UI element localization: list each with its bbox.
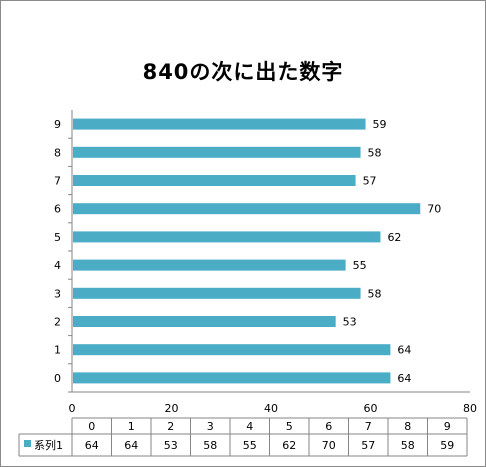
- legend-swatch: [24, 440, 31, 447]
- data-label-7: 57: [363, 175, 377, 188]
- table-header-4: 4: [246, 420, 253, 433]
- table-header-0: 0: [88, 420, 95, 433]
- bar-3: [73, 287, 361, 299]
- y-tick-label-8: 8: [54, 146, 61, 159]
- table-header-7: 7: [365, 420, 372, 433]
- x-tick-label-40: 40: [264, 402, 278, 415]
- data-label-5: 62: [387, 231, 401, 244]
- bar-1: [73, 344, 391, 356]
- legend-series-name: 系列1: [34, 438, 63, 452]
- data-label-4: 55: [353, 259, 367, 272]
- bar-9: [73, 118, 366, 130]
- x-tick-label-0: 0: [69, 402, 76, 415]
- table-value-9: 59: [440, 439, 454, 452]
- bar-8: [73, 146, 361, 158]
- y-tick-label-6: 6: [54, 203, 61, 216]
- y-tick-label-4: 4: [54, 259, 61, 272]
- data-label-0: 64: [397, 372, 411, 385]
- table-value-4: 55: [243, 439, 257, 452]
- table-value-3: 58: [203, 439, 217, 452]
- table-header-9: 9: [444, 420, 451, 433]
- table-value-0: 64: [85, 439, 99, 452]
- table-value-7: 57: [361, 439, 375, 452]
- table-header-6: 6: [325, 420, 332, 433]
- table-value-2: 53: [164, 439, 178, 452]
- table-value-1: 64: [124, 439, 138, 452]
- bar-5: [73, 231, 381, 243]
- x-tick-label-80: 80: [463, 402, 477, 415]
- bar-2: [73, 316, 336, 327]
- table-value-6: 70: [322, 439, 336, 452]
- y-tick-label-7: 7: [54, 175, 61, 188]
- data-label-1: 64: [397, 344, 411, 357]
- y-tick-label-5: 5: [54, 231, 61, 244]
- bar-4: [73, 259, 346, 271]
- y-tick-label-9: 9: [54, 118, 61, 131]
- chart-title: 840の次に出た数字: [142, 60, 344, 84]
- data-label-3: 58: [368, 287, 382, 300]
- data-label-6: 70: [427, 203, 441, 216]
- plot-area: 0 641 642 533 584 555 626 707 578 589 590 20 40 60 80: [54, 110, 477, 415]
- y-tick-label-3: 3: [54, 287, 61, 300]
- table-value-5: 62: [282, 439, 296, 452]
- y-tick-label-1: 1: [54, 344, 61, 357]
- data-label-9: 59: [373, 118, 387, 131]
- table-header-8: 8: [404, 420, 411, 433]
- table-value-8: 58: [401, 439, 415, 452]
- table-header-1: 1: [128, 420, 135, 433]
- table-header-3: 3: [207, 420, 214, 433]
- x-tick-label-20: 20: [165, 402, 179, 415]
- bar-7: [73, 175, 356, 186]
- bar-0: [73, 372, 391, 384]
- y-tick-label-0: 0: [54, 372, 61, 385]
- bar-6: [73, 203, 421, 215]
- data-label-8: 58: [368, 146, 382, 159]
- y-tick-label-2: 2: [54, 316, 61, 329]
- table-header-2: 2: [167, 420, 174, 433]
- data-label-2: 53: [343, 316, 357, 329]
- table-header-5: 5: [286, 420, 293, 433]
- x-tick-label-60: 60: [364, 402, 378, 415]
